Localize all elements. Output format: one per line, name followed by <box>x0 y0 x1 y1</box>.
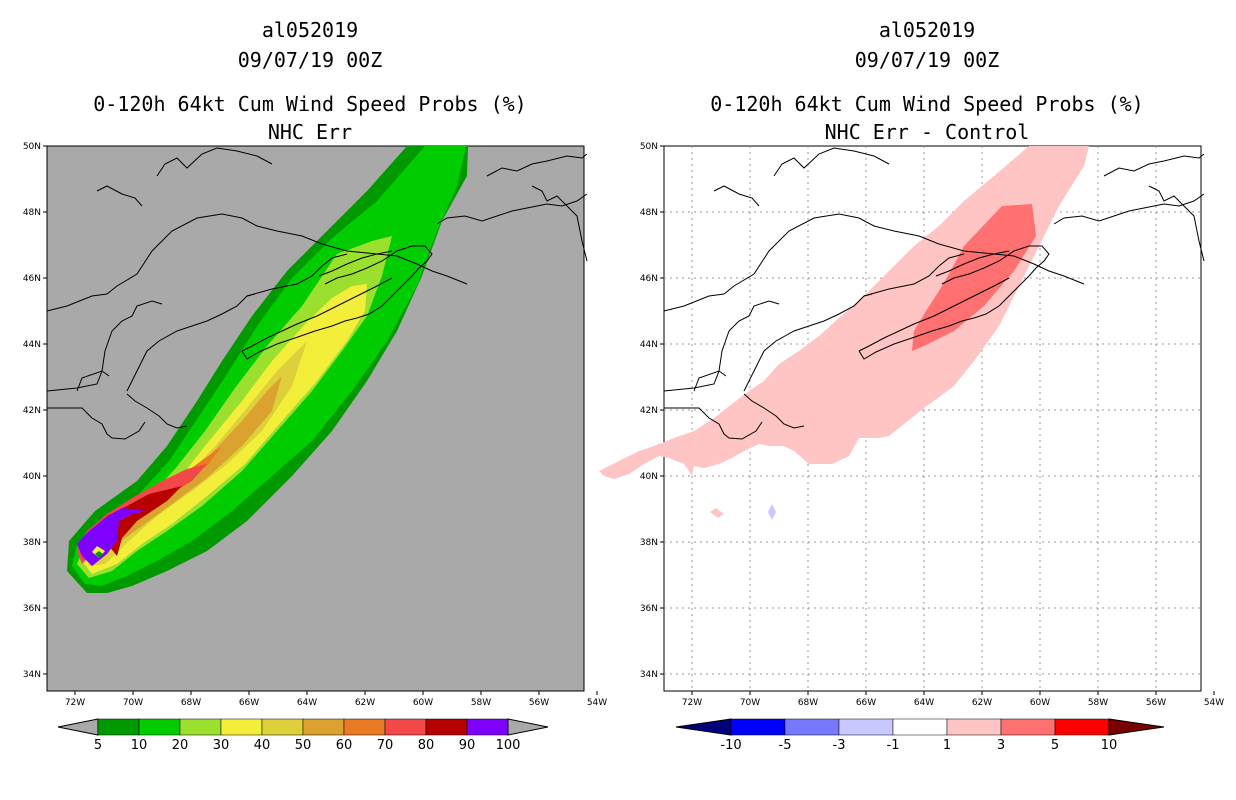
right-colorbar-swatch <box>892 718 948 736</box>
right-map-panel <box>599 145 1205 692</box>
right-storm-id: al052019 <box>878 18 976 42</box>
right-colorbar-low-arrow <box>675 718 732 736</box>
left-title: 0-120h 64kt Cum Wind Speed Probs (%) <box>93 92 527 116</box>
left-lat-label: 46N <box>23 274 41 284</box>
left-lat-label: 48N <box>23 208 41 218</box>
left-colorbar-label: 10 <box>131 738 148 753</box>
right-lon-label: 54W <box>1204 698 1224 708</box>
right-colorbar-swatch <box>946 718 1002 736</box>
right-difference-swath <box>599 146 1089 520</box>
left-colorbar-low-arrow <box>57 718 99 736</box>
right-lat-label: 48N <box>640 208 658 218</box>
right-colorbar-label: 5 <box>1051 738 1059 753</box>
left-lon-label: 62W <box>355 698 375 708</box>
right-colorbar-swatch <box>838 718 894 736</box>
right-lon-label: 64W <box>914 698 934 708</box>
left-colorbar-swatch <box>261 718 304 736</box>
left-colorbar: 5 10 20 30 40 50 60 70 80 90 100 <box>57 718 549 753</box>
left-colorbar-swatch <box>97 718 140 736</box>
left-colorbar-high-arrow <box>507 718 549 736</box>
right-lon-label: 70W <box>740 698 760 708</box>
right-lon-label: 58W <box>1088 698 1108 708</box>
right-colorbar-label: 10 <box>1101 738 1118 753</box>
left-colorbar-label: 80 <box>418 738 435 753</box>
axes-layer: 50N 48N 46N 44N 42N 40N 38N 36N 34N 72W 70W 68W 66W 6… <box>23 142 1224 708</box>
left-colorbar-swatch <box>466 718 509 736</box>
left-colorbar-label: 50 <box>295 738 312 753</box>
right-lat-label: 50N <box>640 142 658 152</box>
left-lon-label: 64W <box>297 698 317 708</box>
left-colorbar-label: 40 <box>254 738 271 753</box>
left-lat-label: 40N <box>23 472 41 482</box>
right-lon-label: 62W <box>972 698 992 708</box>
left-lat-label: 38N <box>23 538 41 548</box>
left-colorbar-swatch <box>179 718 222 736</box>
right-lat-label: 36N <box>640 604 658 614</box>
left-lon-label: 56W <box>529 698 549 708</box>
right-lon-label: 72W <box>682 698 702 708</box>
left-map-panel <box>46 145 588 692</box>
right-title: 0-120h 64kt Cum Wind Speed Probs (%) <box>710 92 1144 116</box>
left-colorbar-swatch <box>384 718 427 736</box>
left-lon-label: 72W <box>65 698 85 708</box>
left-colorbar-label: 5 <box>94 738 102 753</box>
left-lon-label: 60W <box>413 698 433 708</box>
left-colorbar-swatch <box>138 718 181 736</box>
right-colorbar-swatch <box>1000 718 1056 736</box>
right-colorbar-label: -5 <box>779 738 792 753</box>
left-probability-swath <box>67 146 468 593</box>
left-lon-label: 70W <box>123 698 143 708</box>
left-lon-label: 66W <box>239 698 259 708</box>
left-colorbar-label: 100 <box>496 738 521 753</box>
right-lat-label: 40N <box>640 472 658 482</box>
left-datetime: 09/07/19 00Z <box>237 48 383 72</box>
left-colorbar-label: 60 <box>336 738 353 753</box>
right-colorbar-label: 1 <box>943 738 951 753</box>
right-colorbar-swatch <box>1054 718 1110 736</box>
left-colorbar-label: 90 <box>459 738 476 753</box>
left-storm-id: al052019 <box>261 18 359 42</box>
right-lon-label: 56W <box>1146 698 1166 708</box>
right-subtitle: NHC Err - Control <box>824 120 1030 144</box>
right-colorbar-label: -1 <box>887 738 900 753</box>
left-subtitle: NHC Err <box>267 120 353 144</box>
left-lat-label: 36N <box>23 604 41 614</box>
right-lat-label: 46N <box>640 274 658 284</box>
left-colorbar-swatch <box>302 718 345 736</box>
right-colorbar-swatch <box>730 718 786 736</box>
right-colorbar-label: 3 <box>997 738 1005 753</box>
right-lon-label: 60W <box>1030 698 1050 708</box>
left-colorbar-label: 30 <box>213 738 230 753</box>
right-colorbar: -10 -5 -3 -1 1 3 5 10 <box>675 718 1165 753</box>
left-colorbar-label: 70 <box>377 738 394 753</box>
right-colorbar-high-arrow <box>1108 718 1165 736</box>
left-colorbar-swatch <box>220 718 263 736</box>
right-colorbar-label: -10 <box>720 738 741 753</box>
left-lat-label: 42N <box>23 406 41 416</box>
left-lon-label: 58W <box>471 698 491 708</box>
right-colorbar-swatch <box>784 718 840 736</box>
left-colorbar-label: 20 <box>172 738 189 753</box>
right-lat-label: 42N <box>640 406 658 416</box>
right-lon-label: 68W <box>798 698 818 708</box>
right-lat-label: 44N <box>640 340 658 350</box>
left-lon-label: 68W <box>181 698 201 708</box>
left-colorbar-swatch <box>343 718 386 736</box>
left-lat-label: 44N <box>23 340 41 350</box>
right-lat-label: 38N <box>640 538 658 548</box>
left-colorbar-swatch <box>425 718 468 736</box>
right-lon-label: 66W <box>856 698 876 708</box>
right-lat-label: 34N <box>640 670 658 680</box>
left-lat-label: 34N <box>23 670 41 680</box>
right-datetime: 09/07/19 00Z <box>854 48 1000 72</box>
right-colorbar-label: -3 <box>833 738 846 753</box>
left-lon-label: 54W <box>587 698 607 708</box>
left-lat-label: 50N <box>23 142 41 152</box>
